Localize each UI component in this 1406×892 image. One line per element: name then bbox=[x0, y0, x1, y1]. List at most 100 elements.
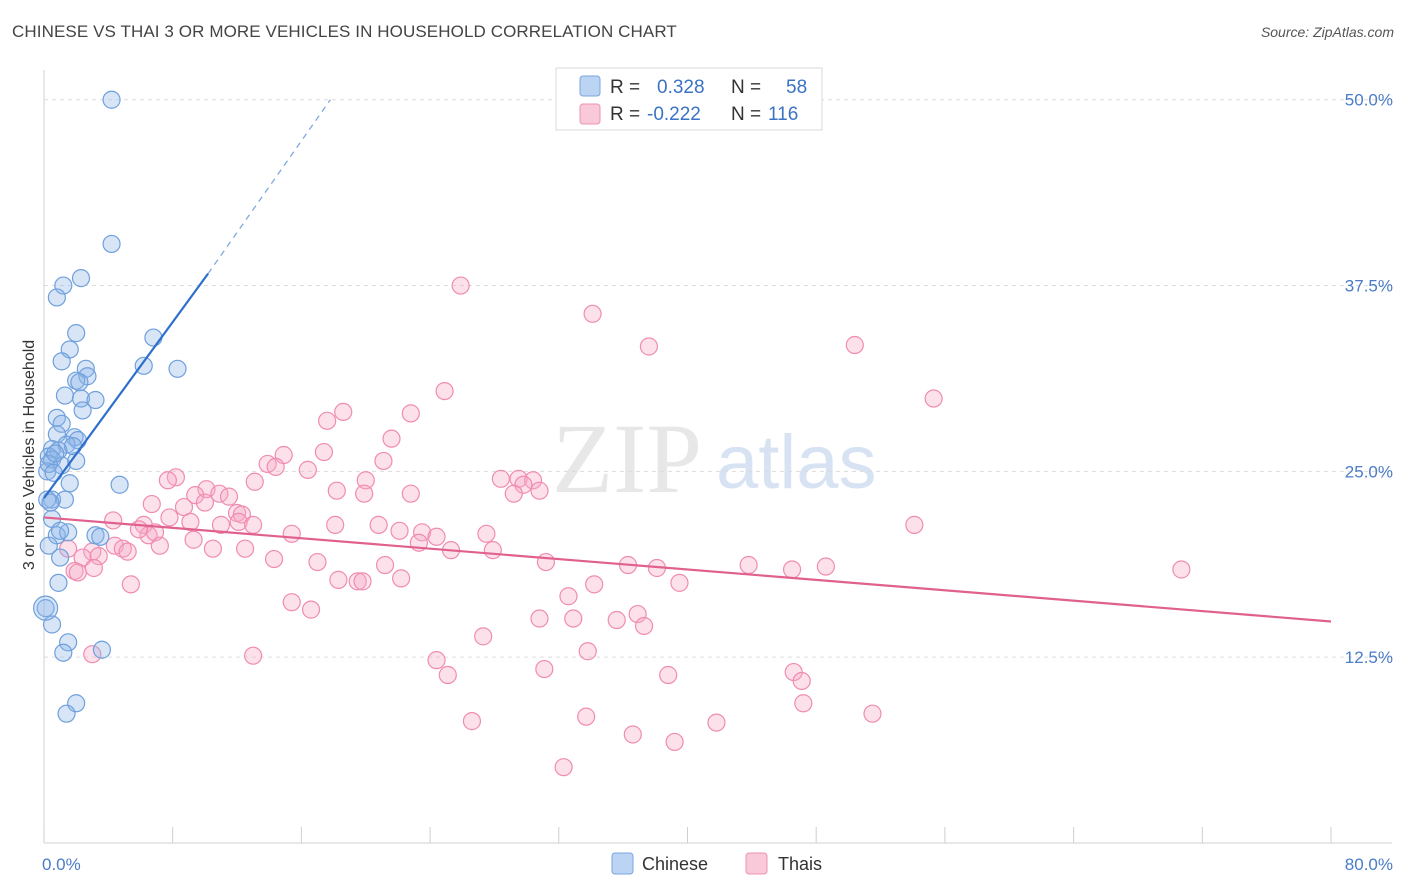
y-tick-label: 12.5% bbox=[1345, 648, 1393, 667]
chinese-point bbox=[52, 414, 71, 433]
thai-point bbox=[390, 521, 409, 540]
thai-point bbox=[477, 524, 496, 543]
thai-point bbox=[334, 402, 353, 422]
legend-n-value-thai: 116 bbox=[768, 104, 798, 125]
thai-point bbox=[298, 460, 317, 479]
thai-point bbox=[89, 546, 108, 566]
watermark-atlas: atlas bbox=[716, 420, 877, 505]
chinese-point bbox=[92, 640, 112, 659]
bottom-legend: Chinese Thais bbox=[611, 852, 822, 875]
thai-point bbox=[427, 651, 446, 670]
thai-point bbox=[462, 712, 482, 731]
thai-point bbox=[211, 515, 231, 534]
thai-point bbox=[639, 337, 658, 356]
trend-lines bbox=[43, 99, 1332, 623]
thai-point bbox=[348, 572, 367, 591]
legend-r-value-chinese: 0.328 bbox=[657, 77, 705, 98]
chinese-point-large bbox=[33, 595, 59, 621]
legend-n-label-chinese: N = bbox=[731, 77, 761, 98]
chinese-point bbox=[134, 356, 153, 375]
y-tick-label: 50.0% bbox=[1345, 91, 1393, 110]
thai-point bbox=[623, 725, 642, 744]
y-tick-labels: 12.5% 25.0% 37.5% 50.0% bbox=[1345, 91, 1393, 667]
chinese-point bbox=[55, 386, 75, 405]
thai-point bbox=[282, 524, 301, 543]
thai-point bbox=[523, 471, 543, 490]
bottom-legend-swatch-chinese bbox=[611, 852, 634, 875]
legend-r-label-chinese: R = bbox=[610, 77, 640, 98]
thai-point bbox=[301, 600, 321, 619]
source-credit: Source: ZipAtlas.com bbox=[1260, 24, 1394, 40]
chinese-point bbox=[47, 288, 66, 307]
chinese-points bbox=[33, 90, 187, 723]
legend-r-label-thai: R = bbox=[610, 104, 640, 125]
thai-point bbox=[401, 484, 420, 503]
chinese-point bbox=[60, 474, 79, 493]
bottom-legend-label-chinese: Chinese bbox=[642, 854, 708, 874]
chinese-point bbox=[36, 599, 55, 618]
thai-point bbox=[314, 442, 334, 462]
legend-n-value-chinese: 58 bbox=[786, 77, 807, 98]
legend-swatch-thai bbox=[579, 103, 601, 125]
thai-point bbox=[474, 627, 493, 646]
thai-point bbox=[845, 335, 864, 355]
thai-point bbox=[863, 704, 882, 723]
chinese-point bbox=[47, 408, 66, 427]
thai-point bbox=[670, 573, 689, 592]
gridlines bbox=[44, 99, 1392, 658]
thai-point bbox=[577, 707, 596, 726]
thai-point bbox=[353, 572, 372, 591]
chinese-point bbox=[110, 475, 129, 494]
thai-point bbox=[244, 646, 263, 665]
chinese-point bbox=[55, 490, 75, 509]
thai-point bbox=[634, 616, 654, 636]
thai-point bbox=[113, 539, 132, 558]
chinese-point bbox=[73, 401, 92, 420]
thai-point bbox=[83, 645, 102, 664]
thai-point bbox=[412, 523, 432, 542]
thai-point bbox=[483, 541, 502, 560]
bottom-legend-swatch-thai bbox=[745, 852, 768, 875]
watermark: ZIP atlas bbox=[552, 403, 877, 514]
thai-trend-line bbox=[43, 516, 1332, 623]
chinese-point bbox=[50, 521, 70, 540]
thai-point bbox=[794, 694, 813, 713]
thai-point bbox=[401, 404, 420, 423]
chinese-point bbox=[49, 441, 68, 460]
thai-point bbox=[264, 549, 284, 569]
watermark-zip: ZIP bbox=[552, 403, 702, 514]
legend-swatch-chinese bbox=[579, 75, 601, 97]
thai-point bbox=[782, 560, 802, 579]
thai-point bbox=[583, 304, 602, 323]
chinese-point bbox=[70, 373, 89, 392]
legend-box: R = 0.328 N = 58 R = -0.222 N = 116 bbox=[555, 67, 823, 131]
thai-point bbox=[554, 758, 573, 777]
thai-point bbox=[121, 575, 140, 594]
thai-point bbox=[435, 381, 454, 401]
x-tick-label-max: 80.0% bbox=[1345, 855, 1393, 874]
thai-points bbox=[59, 276, 1191, 777]
chinese-point bbox=[52, 352, 71, 371]
bottom-legend-label-thai: Thais bbox=[778, 854, 822, 874]
thai-point bbox=[266, 457, 285, 477]
thai-point bbox=[707, 713, 726, 732]
thai-point bbox=[659, 665, 678, 685]
thai-point bbox=[535, 659, 554, 679]
thai-point bbox=[355, 484, 374, 503]
chinese-point bbox=[86, 390, 105, 410]
chinese-point bbox=[44, 463, 63, 482]
thai-point bbox=[158, 471, 177, 490]
thai-point bbox=[282, 593, 301, 612]
chinese-point bbox=[168, 359, 187, 378]
x-tick-labels: 0.0% 80.0% bbox=[42, 855, 1393, 874]
thai-point bbox=[142, 494, 161, 514]
thai-point bbox=[451, 276, 470, 295]
thai-point bbox=[665, 732, 684, 752]
chinese-trend-line bbox=[43, 273, 209, 499]
thai-point bbox=[329, 570, 348, 589]
thai-point bbox=[392, 569, 411, 588]
thai-point bbox=[816, 557, 835, 576]
x-tick-label-min: 0.0% bbox=[42, 855, 81, 874]
thai-point bbox=[326, 515, 345, 534]
chinese-point bbox=[38, 462, 57, 481]
